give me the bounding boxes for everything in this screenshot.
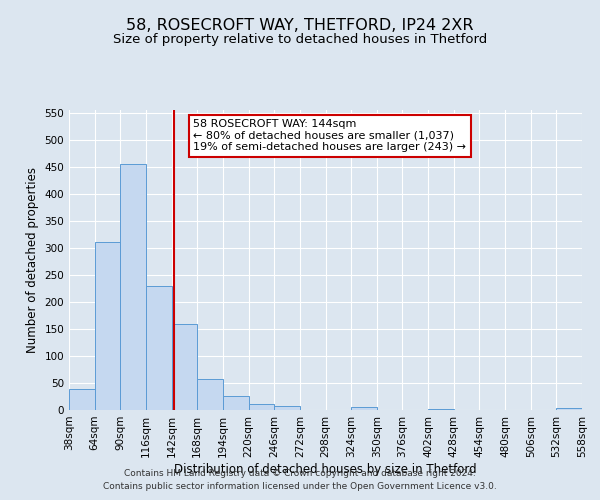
Bar — [351, 408, 377, 410]
Bar — [146, 286, 172, 410]
Bar — [121, 164, 146, 410]
Y-axis label: Number of detached properties: Number of detached properties — [26, 167, 39, 353]
Bar — [69, 390, 95, 410]
X-axis label: Distribution of detached houses by size in Thetford: Distribution of detached houses by size … — [174, 462, 477, 475]
Bar — [223, 396, 248, 410]
Bar — [248, 404, 274, 410]
Text: Contains public sector information licensed under the Open Government Licence v3: Contains public sector information licen… — [103, 482, 497, 491]
Text: 58, ROSECROFT WAY, THETFORD, IP24 2XR: 58, ROSECROFT WAY, THETFORD, IP24 2XR — [126, 18, 474, 32]
Text: Contains HM Land Registry data © Crown copyright and database right 2024.: Contains HM Land Registry data © Crown c… — [124, 468, 476, 477]
Bar — [172, 324, 197, 410]
Bar — [274, 406, 300, 410]
Bar — [197, 379, 223, 410]
Bar — [556, 408, 582, 410]
Text: Size of property relative to detached houses in Thetford: Size of property relative to detached ho… — [113, 32, 487, 46]
Bar — [95, 242, 121, 410]
Bar — [428, 409, 454, 410]
Text: 58 ROSECROFT WAY: 144sqm
← 80% of detached houses are smaller (1,037)
19% of sem: 58 ROSECROFT WAY: 144sqm ← 80% of detach… — [193, 119, 466, 152]
